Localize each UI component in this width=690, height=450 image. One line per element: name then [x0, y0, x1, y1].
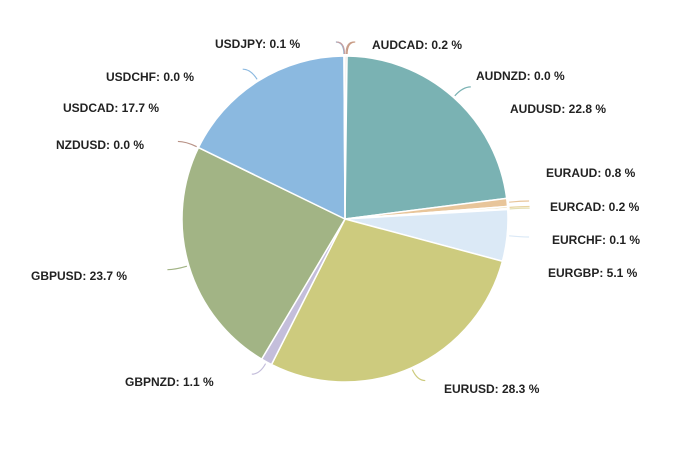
label-usdchf: USDCHF: 0.0 %: [106, 70, 194, 84]
label-eurchf: EURCHF: 0.1 %: [552, 233, 640, 247]
label-eurcad: EURCAD: 0.2 %: [550, 200, 640, 214]
label-nzdusd: NZDUSD: 0.0 %: [56, 138, 144, 152]
leader-eurgbp: [509, 235, 530, 238]
leader-usdjpy: [336, 41, 346, 55]
slice-labels: AUDCAD: 0.2 % AUDNZD: 0.0 % AUDUSD: 22.8…: [31, 37, 640, 396]
label-eurgbp: EURGBP: 5.1 %: [548, 266, 638, 280]
slice-usdcad: [197, 55, 346, 221]
leader-usdcad: [242, 68, 258, 80]
leader-nzdusd: [177, 140, 197, 148]
leader-eurusd: [411, 369, 426, 382]
leader-euraud: [509, 200, 530, 203]
label-euraud: EURAUD: 0.8 %: [546, 166, 636, 180]
label-gbpnzd: GBPNZD: 1.1 %: [125, 375, 214, 389]
slice-usdjpy: [343, 55, 346, 220]
leader-usdchf: [335, 41, 345, 55]
leader-eurchf: [509, 207, 530, 210]
label-usdcad: USDCAD: 17.7 %: [63, 101, 159, 115]
label-audusd: AUDUSD: 22.8 %: [510, 102, 606, 116]
label-audcad: AUDCAD: 0.2 %: [372, 38, 462, 52]
leader-eurcad: [509, 205, 530, 208]
slice-gbpusd: [181, 146, 347, 361]
pie-slices: [181, 55, 509, 383]
leader-lines: [167, 41, 530, 382]
leader-gbpnzd: [251, 363, 267, 375]
leader-audnzd: [346, 41, 356, 55]
label-audnzd: AUDNZD: 0.0 %: [476, 69, 565, 83]
leader-gbpusd: [167, 265, 188, 271]
label-eurusd: EURUSD: 28.3 %: [444, 382, 540, 396]
leader-audusd: [454, 86, 471, 97]
slice-audusd: [344, 55, 508, 220]
label-usdjpy: USDJPY: 0.1 %: [215, 37, 300, 51]
slice-eurusd: [270, 218, 504, 383]
label-gbpusd: GBPUSD: 23.7 %: [31, 269, 127, 283]
